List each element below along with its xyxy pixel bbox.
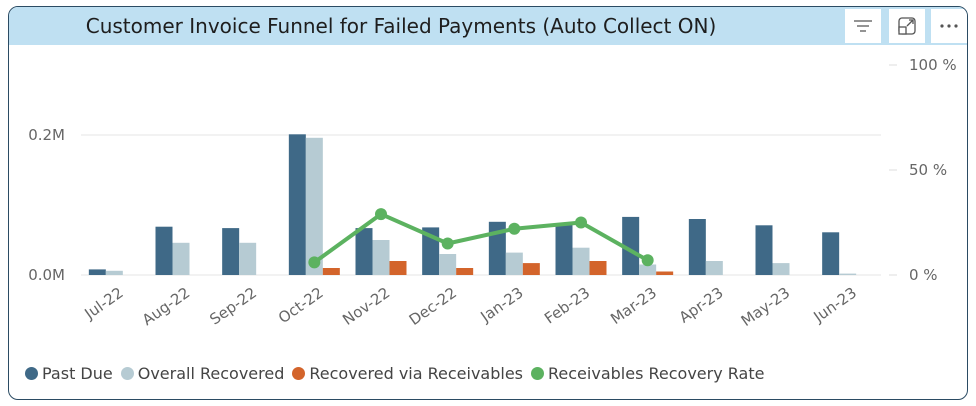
bar-past-due — [822, 232, 840, 275]
x-tick-label: Dec-22 — [406, 284, 460, 329]
y-right-tick-label: 100 % — [909, 56, 957, 74]
legend-label: Recovered via Receivables — [309, 363, 524, 383]
x-tick-label: Sep-22 — [206, 284, 260, 329]
bar-recovered-via-receivables — [656, 271, 674, 275]
bar-recovered-via-receivables — [456, 268, 474, 275]
bar-overall-recovered — [505, 252, 523, 275]
focus-mode-icon — [898, 17, 916, 35]
legend-swatch — [120, 366, 134, 380]
x-tick-label: Mar-23 — [607, 284, 660, 328]
bar-overall-recovered — [105, 270, 123, 275]
title-bar: Customer Invoice Funnel for Failed Payme… — [9, 7, 967, 45]
recovery-rate-point — [641, 254, 654, 267]
bar-overall-recovered — [239, 242, 257, 275]
x-tick-label: Jul-22 — [81, 284, 127, 324]
focus-mode-button[interactable] — [889, 9, 925, 43]
x-tick-label: Feb-23 — [541, 284, 593, 328]
recovery-rate-line — [313, 212, 649, 265]
bar-past-due — [688, 219, 706, 275]
bar-past-due — [755, 225, 773, 275]
x-tick-label: Jun-23 — [810, 284, 860, 327]
x-tick-label: May-23 — [738, 284, 794, 330]
recovery-rate-point — [575, 216, 587, 229]
more-options-button[interactable] — [931, 9, 967, 43]
bar-past-due — [555, 223, 573, 275]
bar-past-due — [622, 216, 640, 275]
bar-overall-recovered — [305, 137, 323, 275]
legend-item[interactable]: Overall Recovered — [120, 363, 285, 383]
y-left-tick-label: 0.0M — [28, 266, 65, 284]
x-tick-label: Aug-22 — [139, 284, 193, 330]
x-tick-label: Jan-23 — [476, 284, 526, 327]
chart-title: Customer Invoice Funnel for Failed Payme… — [85, 14, 717, 38]
y-right-tick-label: 0 % — [909, 266, 938, 284]
y-left-tick-label: 0.2M — [28, 126, 65, 144]
legend: Past Due Overall Recovered Recovered via R… — [25, 361, 772, 385]
legend-label: Past Due — [42, 363, 113, 383]
recovery-rate-point — [441, 237, 454, 250]
bar-recovered-via-receivables — [589, 261, 607, 275]
recovery-rate-point — [375, 208, 387, 221]
bar-recovered-via-receivables — [522, 263, 540, 275]
combo-chart: 0.0M 0.2M 0 % 50 % 100 % Jul-22 Aug-22 Sep-22 Oc… — [28, 56, 957, 330]
bar-overall-recovered — [172, 242, 190, 275]
recovery-rate-point — [508, 222, 521, 235]
bar-overall-recovered — [705, 261, 723, 275]
bar-overall-recovered — [639, 264, 657, 275]
legend-swatch — [531, 366, 545, 380]
bar-past-due — [222, 228, 240, 275]
legend-item[interactable]: Recovered via Receivables — [292, 364, 523, 383]
bar-recovered-via-receivables — [322, 268, 340, 275]
bar-overall-recovered — [572, 247, 590, 275]
legend-item[interactable]: Receivables Recovery Rate — [531, 364, 764, 383]
x-tick-label: Nov-22 — [339, 284, 393, 329]
bar-overall-recovered — [839, 273, 857, 275]
bar-overall-recovered — [772, 263, 790, 275]
filter-icon — [854, 20, 872, 32]
recovery-rate-point — [308, 256, 321, 269]
bar-past-due — [155, 226, 173, 275]
chart-visual: Customer Invoice Funnel for Failed Payme… — [8, 6, 968, 400]
legend-item[interactable]: Past Due — [25, 364, 113, 383]
legend-label: Receivables Recovery Rate — [548, 363, 765, 383]
x-tick-label: Oct-22 — [275, 284, 327, 328]
legend-label: Overall Recovered — [137, 363, 285, 383]
bar-past-due — [88, 269, 106, 275]
bar-past-due — [288, 134, 306, 275]
bar-overall-recovered — [372, 240, 390, 275]
y-right-tick-label: 50 % — [909, 161, 947, 179]
bar-recovered-via-receivables — [389, 261, 407, 275]
legend-swatch — [25, 366, 38, 380]
x-tick-label: Apr-23 — [676, 284, 727, 327]
legend-swatch — [292, 366, 306, 380]
filter-button[interactable] — [845, 9, 881, 43]
bar-overall-recovered — [439, 254, 457, 275]
bar-past-due — [355, 228, 373, 275]
more-options-icon — [940, 24, 958, 28]
